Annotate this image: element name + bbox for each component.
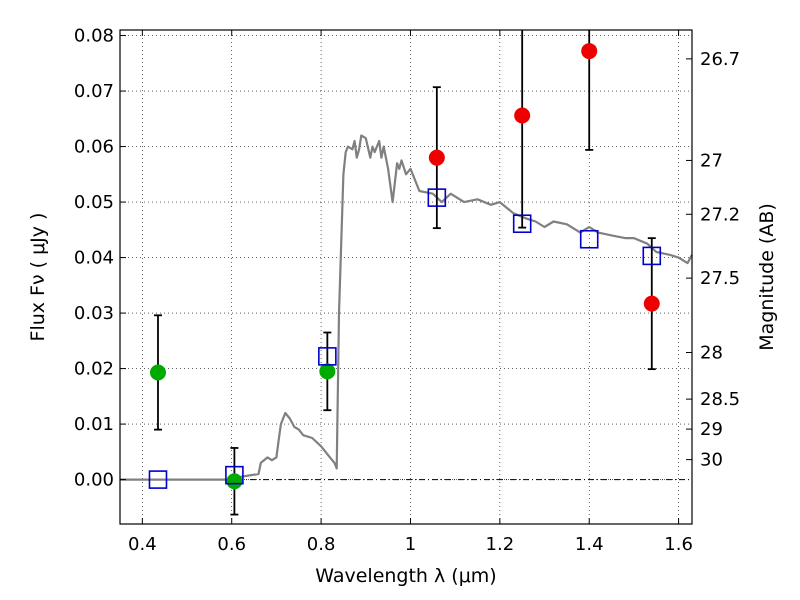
x-tick-label: 0.8: [307, 534, 336, 555]
model-point: [579, 229, 599, 249]
plot-frame: [119, 29, 693, 525]
y-tick-label: 0.05: [74, 192, 114, 213]
data-point: [428, 149, 445, 166]
y-tick-label: 0.04: [74, 248, 114, 269]
y-tick-label: 0.06: [74, 137, 114, 158]
data-point: [643, 295, 660, 312]
plot-area: [120, 30, 693, 516]
model-point: [225, 465, 244, 485]
y-tick-label: 0.01: [74, 414, 114, 435]
data-point: [581, 43, 598, 60]
y2-tick-label: 29: [700, 419, 723, 440]
axis-ticks: 0.4 0.6 0.8 1 1.2 1.4 1.6 0.00 0.01 0.02 0.03 0.04 0…: [74, 26, 740, 555]
model-point: [427, 188, 447, 207]
data-point: [514, 107, 531, 124]
data-point: [319, 363, 336, 380]
y-tick-label: 0.08: [74, 26, 114, 47]
x-tick-label: 0.4: [128, 534, 157, 555]
x-axis-label: Wavelength λ (μm): [315, 565, 496, 587]
y2-tick-label: 28: [700, 342, 723, 363]
x-tick-label: 1.6: [664, 534, 693, 555]
y-tick-label: 0.00: [74, 470, 114, 491]
y2-tick-label: 27: [700, 150, 723, 171]
grid: [120, 30, 692, 524]
y-tick-label: 0.03: [74, 303, 114, 324]
y2-tick-label: 26.7: [700, 49, 740, 70]
model-point: [512, 214, 532, 234]
x-tick-label: 1: [405, 534, 416, 555]
y-axis-label: Flux Fν ( μJy ): [27, 213, 49, 342]
x-tick-label: 1.4: [575, 534, 604, 555]
y2-tick-label: 28.5: [700, 389, 740, 410]
y2-tick-label: 27.2: [700, 204, 740, 225]
model-point: [642, 246, 662, 266]
x-tick-label: 1.2: [486, 534, 515, 555]
x-tick-label: 0.6: [217, 534, 246, 555]
y2-tick-label: 30: [700, 450, 723, 471]
spectrum-line: [120, 134, 693, 481]
model-point: [318, 347, 337, 366]
y-tick-label: 0.02: [74, 359, 114, 380]
data-point: [226, 473, 243, 490]
y2-axis-label: Magnitude (AB): [756, 203, 778, 351]
y2-tick-label: 27.5: [700, 268, 740, 289]
data-point: [149, 364, 166, 381]
model-point: [148, 470, 168, 489]
y-tick-label: 0.07: [74, 81, 114, 102]
